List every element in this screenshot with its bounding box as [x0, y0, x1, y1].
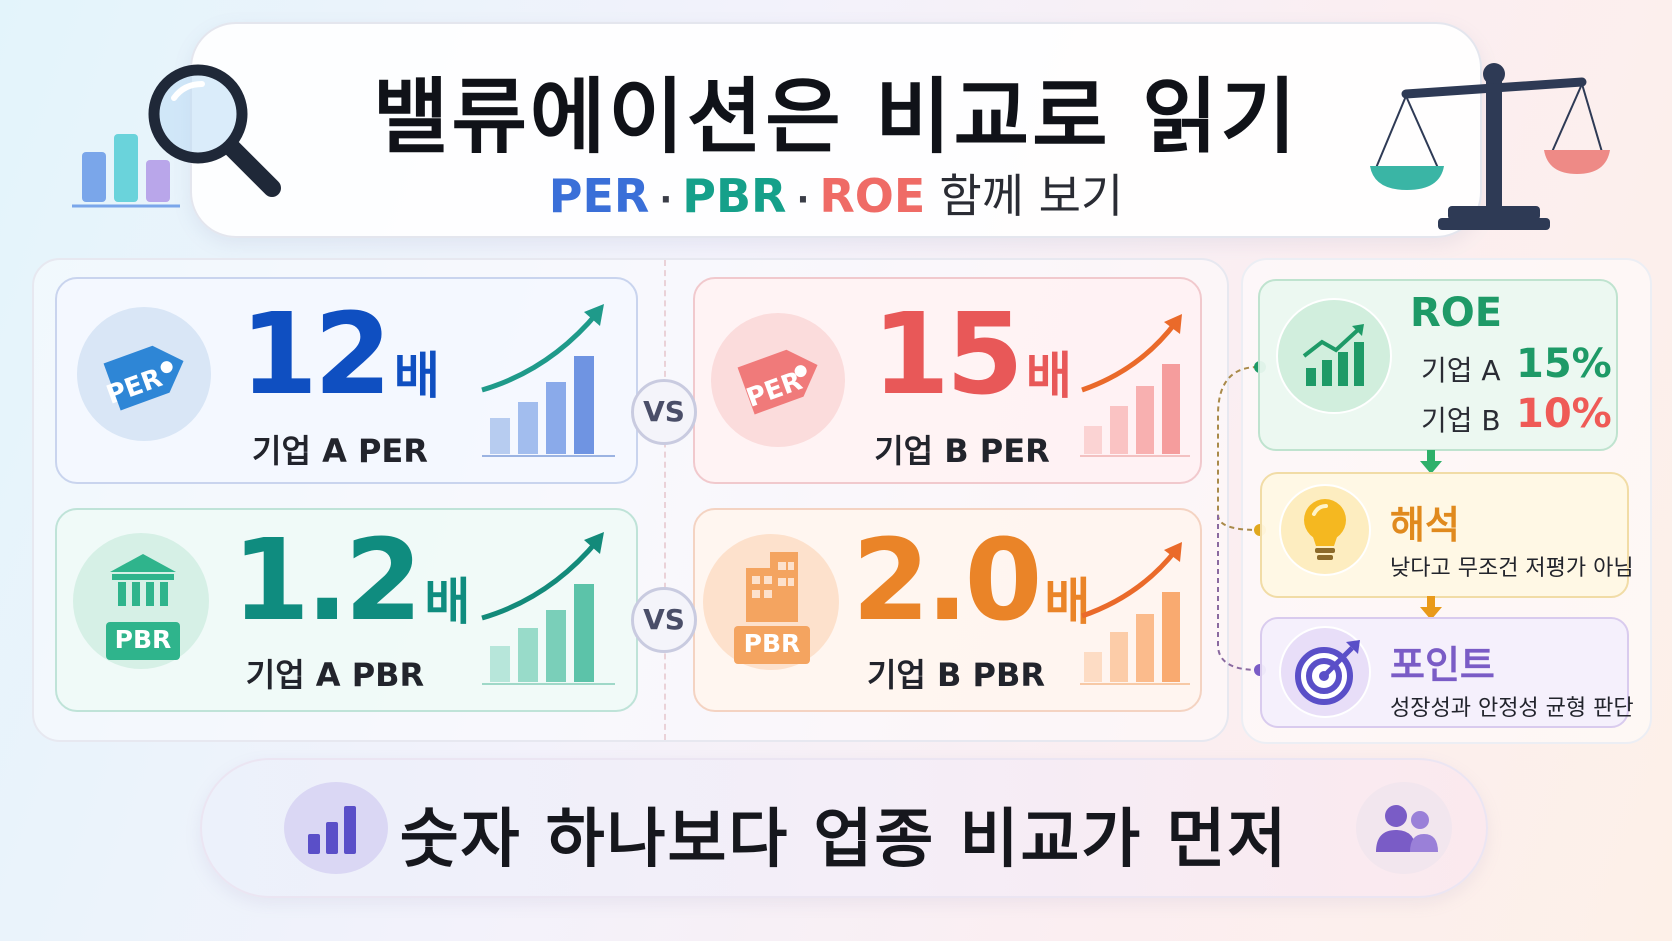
price-tag-icon	[737, 349, 818, 415]
bottom-message: 숫자 하나보다 업종 비교가 먼저	[399, 803, 1289, 877]
roe-row-a-value: 15%	[1516, 341, 1612, 387]
people-circle	[1356, 782, 1452, 874]
value-number: 15	[872, 290, 1024, 420]
building-icon	[746, 552, 798, 622]
value-unit: 배	[1044, 573, 1091, 631]
pbr-badge: PBR	[114, 625, 172, 654]
pbr-badge-box	[106, 622, 180, 660]
point-text: 성장성과 안정성 균형 판단	[1390, 696, 1634, 721]
subtitle-dot: ·	[796, 179, 810, 220]
subtitle-rest: 함께 보기	[939, 169, 1124, 223]
company-a-pbr-value: 1.2 배	[232, 516, 470, 646]
lightbulb-icon	[1304, 499, 1346, 560]
title-box	[190, 22, 1482, 238]
company-b-pbr-value: 2.0 배	[852, 516, 1090, 646]
target-icon	[1295, 640, 1360, 705]
value-number: 12	[240, 290, 392, 420]
vs-badge: VS	[631, 379, 697, 445]
down-arrow-icon	[1420, 596, 1442, 620]
roe-title: ROE	[1410, 290, 1503, 336]
bar-chart-icon	[308, 806, 356, 854]
subtitle-dot: ·	[659, 179, 673, 220]
bank-icon	[110, 554, 176, 606]
company-a-per-label: 기업 A PER	[252, 432, 428, 470]
vs-badge: VS	[631, 587, 697, 653]
bottom-banner	[200, 758, 1488, 898]
value-unit: 배	[1025, 347, 1072, 405]
growth-chart-icon	[1080, 542, 1190, 685]
people-icon	[1376, 805, 1438, 852]
interpretation-text: 낮다고 무조건 저평가 아님	[1390, 556, 1634, 581]
pbr-badge-box	[734, 626, 810, 664]
price-tag-icon	[103, 345, 184, 411]
value-number: 1.2	[232, 516, 422, 646]
magnifier-icon	[148, 64, 281, 197]
down-arrow-icon	[1420, 450, 1442, 474]
value-unit: 배	[393, 347, 440, 405]
roe-row-a-label: 기업 A	[1421, 354, 1501, 387]
company-b-per-label: 기업 B PER	[874, 432, 1050, 470]
subtitle-pbr: PBR	[682, 169, 787, 223]
subtitle-per: PER	[548, 169, 650, 223]
company-b-pbr-label: 기업 B PBR	[866, 656, 1046, 694]
roe-icon-circle	[1276, 298, 1392, 414]
company-a-per-value: 12 배	[240, 290, 440, 420]
subtitle-roe: ROE	[819, 169, 926, 223]
roe-row-b-value: 10%	[1516, 391, 1612, 437]
growth-chart-icon	[1080, 314, 1190, 457]
value-number: 2.0	[852, 516, 1042, 646]
bar-chart-icon	[72, 134, 180, 208]
growth-chart-icon	[481, 532, 615, 685]
interpretation-title: 해석	[1390, 503, 1460, 547]
company-a-pbr-label: 기업 A PBR	[245, 656, 425, 694]
growth-chart-icon	[481, 304, 615, 457]
scale-icon	[1370, 63, 1610, 230]
center-divider	[664, 260, 666, 740]
growth-chart-icon	[1302, 324, 1364, 386]
point-title: 포인트	[1390, 643, 1495, 687]
value-unit: 배	[424, 573, 471, 631]
company-b-per-value: 15 배	[872, 290, 1072, 420]
pbr-badge: PBR	[743, 629, 801, 658]
page-subtitle: PER · PBR · ROE 함께 보기	[190, 160, 1482, 226]
page-title: 밸류에이션은 비교로 읽기	[373, 70, 1299, 165]
roe-row-b-label: 기업 B	[1421, 404, 1501, 437]
